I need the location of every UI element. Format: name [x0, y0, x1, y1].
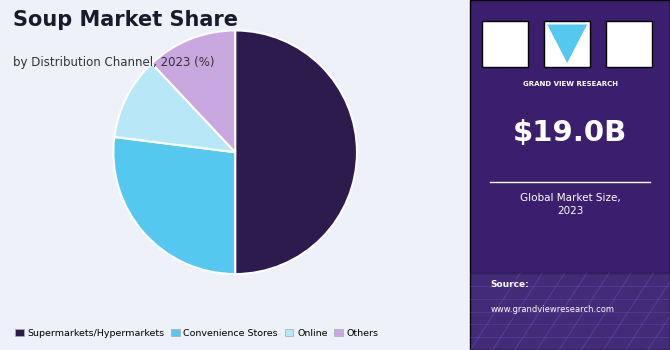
FancyBboxPatch shape	[470, 0, 670, 350]
Text: www.grandviewresearch.com: www.grandviewresearch.com	[490, 304, 614, 314]
Polygon shape	[547, 25, 587, 63]
Wedge shape	[113, 137, 235, 274]
Wedge shape	[152, 30, 235, 152]
Text: Source:: Source:	[490, 280, 529, 289]
Legend: Supermarkets/Hypermarkets, Convenience Stores, Online, Others: Supermarkets/Hypermarkets, Convenience S…	[11, 325, 382, 342]
Text: by Distribution Channel, 2023 (%): by Distribution Channel, 2023 (%)	[13, 56, 215, 69]
Text: GRAND VIEW RESEARCH: GRAND VIEW RESEARCH	[523, 80, 618, 86]
FancyBboxPatch shape	[482, 21, 528, 66]
Text: Soup Market Share: Soup Market Share	[13, 10, 239, 30]
FancyBboxPatch shape	[544, 21, 590, 66]
Text: $19.0B: $19.0B	[513, 119, 627, 147]
Wedge shape	[235, 30, 357, 274]
FancyBboxPatch shape	[470, 273, 670, 350]
FancyBboxPatch shape	[606, 21, 652, 66]
Wedge shape	[115, 63, 235, 152]
Text: Global Market Size,
2023: Global Market Size, 2023	[520, 193, 620, 216]
